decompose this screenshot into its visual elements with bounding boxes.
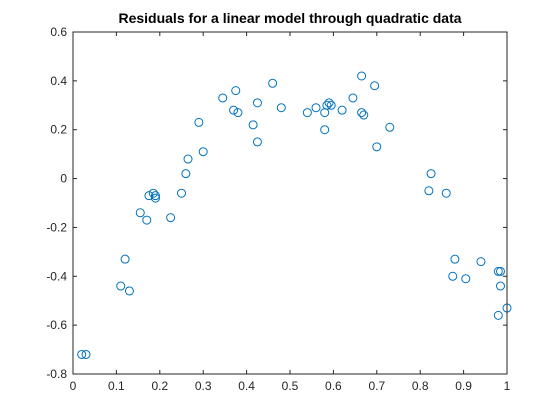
data-point <box>150 191 160 201</box>
data-point <box>320 108 330 118</box>
data-point <box>268 78 278 88</box>
data-point <box>322 100 332 110</box>
data-point <box>370 81 380 91</box>
plot-box <box>72 31 508 375</box>
data-point <box>385 122 395 132</box>
data-point <box>276 103 286 113</box>
y-tick-label: -0.8 <box>46 367 67 381</box>
data-point <box>495 266 505 276</box>
data-point <box>231 86 241 96</box>
x-tick-label: 0.7 <box>368 379 385 393</box>
data-point <box>461 274 471 284</box>
data-point <box>302 108 312 118</box>
data-point <box>116 281 126 291</box>
data-point <box>324 98 334 108</box>
data-point <box>326 100 336 110</box>
points-layer <box>77 71 512 359</box>
data-point <box>359 110 369 120</box>
data-point <box>181 169 191 179</box>
data-point <box>311 103 321 113</box>
data-point <box>77 349 87 359</box>
data-point <box>348 93 358 103</box>
data-point <box>426 169 436 179</box>
data-point <box>229 105 239 115</box>
data-point <box>495 281 505 291</box>
data-point <box>198 147 208 157</box>
data-point <box>248 120 258 130</box>
data-point <box>252 98 262 108</box>
y-tick-label: 0 <box>60 172 67 186</box>
y-tick-label: 0.2 <box>50 123 67 137</box>
data-point <box>493 266 503 276</box>
data-point <box>148 188 158 198</box>
x-tick-label: 0.5 <box>282 379 299 393</box>
x-tick-label: 0.8 <box>412 379 429 393</box>
data-point <box>194 117 204 127</box>
data-point <box>183 154 193 164</box>
data-point <box>252 137 262 147</box>
data-point <box>357 71 367 81</box>
data-point <box>124 286 134 296</box>
y-tick-label: -0.4 <box>46 269 67 283</box>
data-point <box>218 93 228 103</box>
y-tick-label: 0.4 <box>50 74 67 88</box>
data-point <box>233 108 243 118</box>
x-tick-label: 0.4 <box>238 379 255 393</box>
data-point <box>81 349 91 359</box>
data-point <box>144 191 154 201</box>
data-point <box>450 254 460 264</box>
x-tick-label: 0.1 <box>108 379 125 393</box>
data-point <box>120 254 130 264</box>
data-point <box>166 213 176 223</box>
data-point <box>441 188 451 198</box>
y-tick-label: -0.6 <box>46 318 67 332</box>
x-tick-label: 0.3 <box>195 379 212 393</box>
data-point <box>357 108 367 118</box>
data-point <box>337 105 347 115</box>
data-point <box>372 142 382 152</box>
y-tick-label: -0.2 <box>46 220 67 234</box>
y-tick-label: 0.6 <box>50 25 67 39</box>
data-point <box>150 193 160 203</box>
data-point <box>177 188 186 198</box>
chart-title: Residuals for a linear model through qua… <box>118 10 461 26</box>
data-point <box>320 125 330 135</box>
data-point <box>476 257 486 267</box>
data-point <box>142 215 152 225</box>
data-point <box>135 208 145 218</box>
data-point <box>493 310 503 320</box>
axes: 0 0.1 0.2 0.3 0.4 0.5 0.6 0.7 0.8 0.9 1 -0.8 -0.6 -0.… <box>46 25 510 393</box>
data-point <box>424 186 434 196</box>
x-tick-label: 0.6 <box>325 379 342 393</box>
x-tick-label: 0.2 <box>151 379 168 393</box>
x-tick-label: 1 <box>504 379 511 393</box>
x-tick-label: 0 <box>70 379 77 393</box>
data-point <box>448 271 458 281</box>
x-tick-label: 0.9 <box>455 379 472 393</box>
